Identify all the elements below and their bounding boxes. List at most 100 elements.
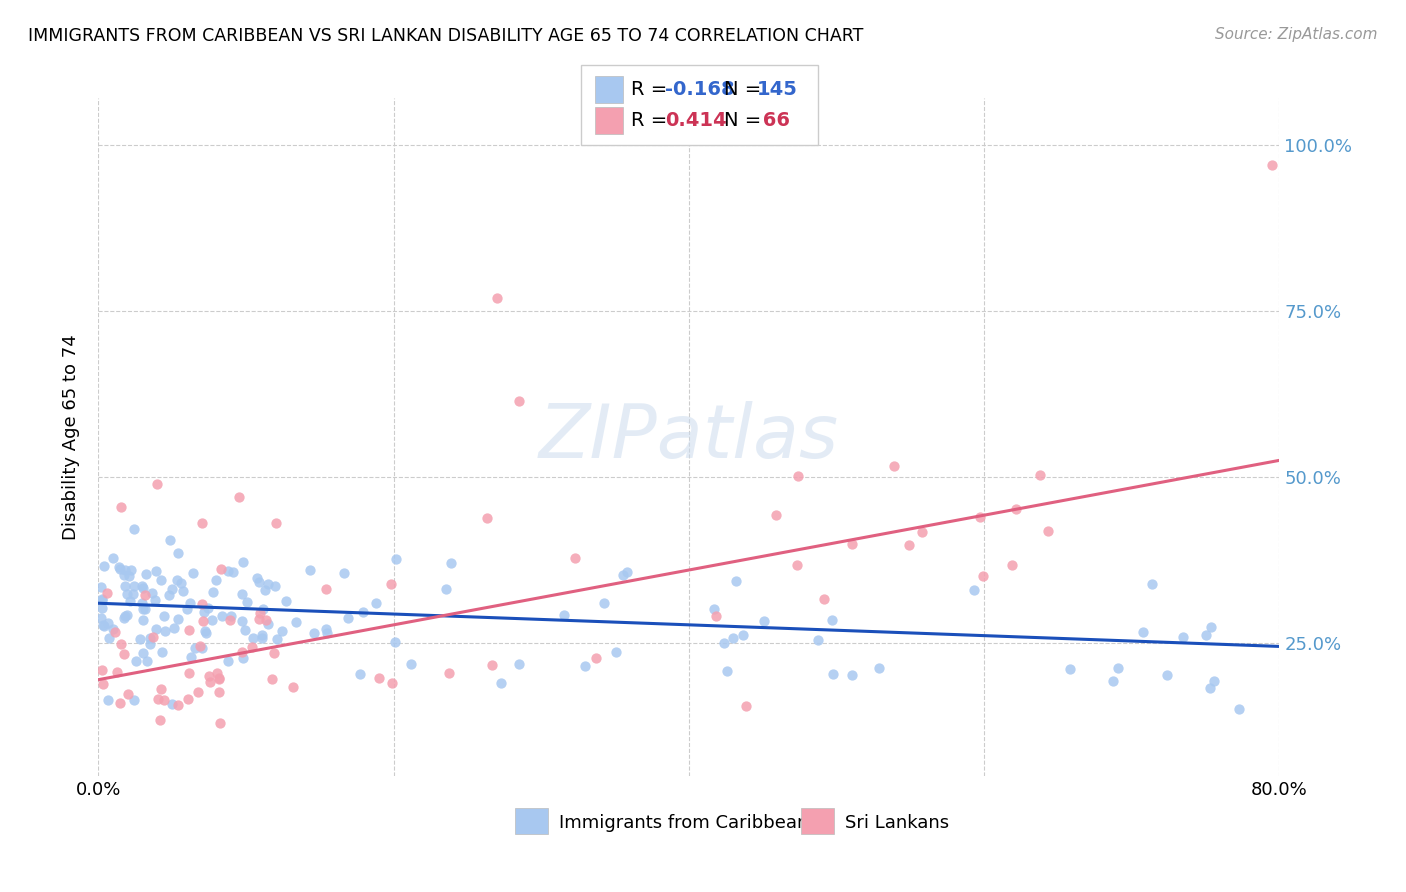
Point bbox=[93, 559, 115, 574]
Point bbox=[821, 666, 844, 681]
Point bbox=[110, 562, 132, 576]
Point bbox=[1229, 701, 1251, 715]
Point bbox=[336, 611, 359, 625]
Point bbox=[104, 624, 127, 639]
Point bbox=[197, 600, 219, 615]
Point bbox=[90, 600, 112, 615]
Point bbox=[125, 654, 148, 668]
Point bbox=[90, 611, 112, 625]
Point bbox=[217, 564, 239, 578]
Point bbox=[349, 667, 371, 681]
Point bbox=[1195, 628, 1218, 642]
Point bbox=[181, 566, 204, 580]
Point bbox=[134, 588, 156, 602]
Point bbox=[162, 621, 184, 635]
Point bbox=[1204, 673, 1226, 688]
Point bbox=[209, 715, 232, 730]
Point bbox=[247, 574, 270, 589]
Point bbox=[177, 665, 200, 680]
Point bbox=[231, 644, 253, 658]
Point bbox=[191, 516, 214, 531]
Point bbox=[110, 637, 132, 651]
Point bbox=[208, 671, 231, 685]
Point bbox=[96, 586, 118, 600]
Point bbox=[135, 654, 157, 668]
Point bbox=[145, 564, 167, 578]
Point bbox=[250, 628, 273, 642]
Point bbox=[1107, 660, 1129, 674]
Point bbox=[380, 577, 402, 591]
Point bbox=[264, 579, 287, 593]
Point bbox=[118, 594, 141, 608]
Point bbox=[315, 622, 337, 636]
Point bbox=[281, 680, 304, 694]
Text: IMMIGRANTS FROM CARIBBEAN VS SRI LANKAN DISABILITY AGE 65 TO 74 CORRELATION CHAR: IMMIGRANTS FROM CARIBBEAN VS SRI LANKAN … bbox=[28, 27, 863, 45]
Point bbox=[93, 619, 115, 633]
Point bbox=[149, 681, 172, 696]
Point bbox=[221, 565, 243, 579]
Point bbox=[564, 551, 586, 566]
Point bbox=[260, 672, 283, 686]
Point bbox=[166, 698, 188, 712]
Point bbox=[231, 587, 253, 601]
Point bbox=[236, 595, 259, 609]
Point bbox=[179, 595, 201, 609]
Point bbox=[883, 458, 905, 473]
Point bbox=[217, 654, 239, 668]
Point bbox=[198, 668, 221, 682]
Point bbox=[208, 673, 231, 687]
Point bbox=[105, 665, 128, 679]
Point bbox=[616, 566, 638, 580]
Point bbox=[139, 631, 162, 645]
Point bbox=[167, 612, 190, 626]
Point bbox=[786, 558, 808, 573]
Point bbox=[703, 601, 725, 615]
Point bbox=[231, 615, 253, 629]
Point bbox=[188, 639, 211, 653]
Point bbox=[162, 582, 184, 596]
Point bbox=[115, 608, 138, 623]
Point bbox=[112, 567, 135, 582]
Point bbox=[157, 588, 180, 602]
Point bbox=[249, 607, 271, 621]
Point bbox=[1199, 681, 1222, 696]
Point bbox=[254, 613, 277, 627]
Point bbox=[131, 581, 153, 595]
Point bbox=[585, 651, 607, 665]
Point bbox=[219, 613, 242, 627]
Y-axis label: Disability Age 65 to 74: Disability Age 65 to 74 bbox=[62, 334, 80, 540]
Text: R =: R = bbox=[631, 112, 681, 130]
Point bbox=[1001, 558, 1024, 573]
Point bbox=[256, 577, 278, 591]
Point bbox=[246, 570, 269, 584]
Point bbox=[205, 574, 228, 588]
Point bbox=[353, 605, 375, 619]
Point bbox=[813, 591, 835, 606]
Point bbox=[240, 640, 263, 654]
Text: Sri Lankans: Sri Lankans bbox=[845, 814, 949, 832]
Point bbox=[250, 631, 273, 645]
Point bbox=[201, 613, 224, 627]
Point bbox=[841, 537, 863, 551]
Point bbox=[477, 511, 499, 525]
Point bbox=[434, 582, 457, 596]
Point bbox=[91, 618, 114, 632]
Point bbox=[274, 594, 297, 608]
Point bbox=[841, 668, 863, 682]
Point bbox=[186, 685, 208, 699]
Point bbox=[97, 616, 120, 631]
Text: ZIPatlas: ZIPatlas bbox=[538, 401, 839, 473]
Point bbox=[120, 563, 142, 577]
Point bbox=[1199, 620, 1222, 634]
Point bbox=[725, 574, 748, 588]
Point bbox=[176, 601, 198, 615]
Point bbox=[195, 625, 218, 640]
Point bbox=[612, 568, 634, 582]
Point bbox=[868, 661, 890, 675]
Point bbox=[399, 657, 422, 671]
Point bbox=[91, 677, 114, 691]
Point bbox=[205, 666, 228, 681]
Point bbox=[145, 622, 167, 636]
Point bbox=[1004, 501, 1026, 516]
Point bbox=[152, 609, 174, 624]
